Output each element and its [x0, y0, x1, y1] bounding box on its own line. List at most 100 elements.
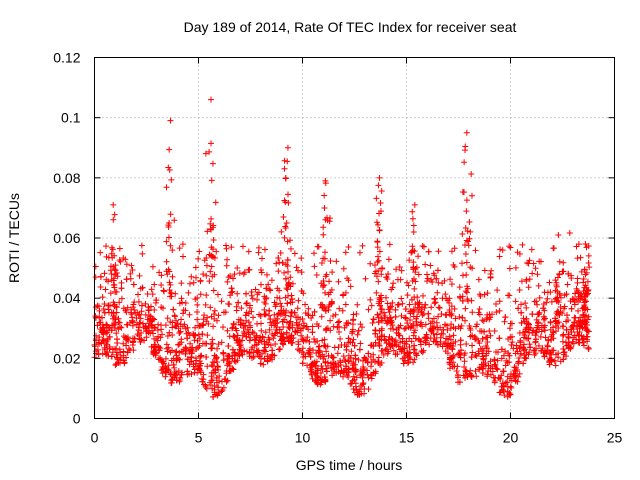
data-point	[285, 279, 292, 286]
data-point	[229, 365, 236, 372]
data-point	[373, 289, 380, 296]
data-point	[368, 375, 375, 382]
data-point	[258, 320, 265, 327]
data-point	[434, 341, 441, 348]
data-point	[450, 324, 457, 331]
data-point	[402, 325, 409, 332]
data-point	[282, 225, 289, 232]
data-point	[164, 315, 171, 322]
data-point	[367, 260, 374, 267]
data-point	[424, 278, 431, 285]
data-point	[230, 366, 237, 373]
data-point	[248, 289, 255, 296]
data-point	[252, 286, 259, 293]
data-point	[559, 323, 566, 330]
data-point	[446, 333, 453, 340]
data-point	[565, 270, 572, 277]
data-point	[400, 360, 407, 367]
data-point	[305, 350, 312, 357]
data-point	[332, 360, 339, 367]
data-point	[388, 303, 395, 310]
data-point	[127, 275, 134, 282]
data-point	[509, 320, 516, 327]
data-point	[377, 199, 384, 206]
data-point	[409, 243, 416, 250]
data-point	[544, 343, 551, 350]
data-point	[329, 269, 336, 276]
data-point	[176, 300, 183, 307]
data-point	[526, 329, 533, 336]
data-point	[424, 335, 431, 342]
data-point	[208, 215, 215, 222]
data-point	[99, 294, 106, 301]
data-point	[450, 342, 457, 349]
data-point	[188, 350, 195, 357]
data-point	[184, 335, 191, 342]
data-point	[535, 282, 542, 289]
data-point	[512, 298, 519, 305]
data-point	[402, 305, 409, 312]
data-point	[271, 352, 278, 359]
data-point	[435, 248, 442, 255]
data-point	[351, 342, 358, 349]
data-point	[134, 331, 141, 338]
data-point	[113, 303, 120, 310]
data-point	[434, 289, 441, 296]
data-point	[139, 284, 146, 291]
data-point	[348, 348, 355, 355]
data-point	[456, 284, 463, 291]
data-point	[373, 195, 380, 202]
data-point	[117, 349, 124, 356]
data-point	[276, 295, 283, 302]
data-point	[516, 354, 523, 361]
data-point	[243, 348, 250, 355]
data-point	[158, 304, 165, 311]
data-point	[444, 350, 451, 357]
data-point	[499, 380, 506, 387]
data-point	[387, 314, 394, 321]
data-point	[272, 330, 279, 337]
data-point	[108, 271, 115, 278]
data-point	[451, 305, 458, 312]
data-point	[529, 270, 536, 277]
data-point	[455, 372, 462, 379]
data-point	[161, 288, 168, 295]
data-point	[552, 277, 559, 284]
data-point	[525, 321, 532, 328]
data-point	[497, 376, 504, 383]
data-point	[496, 298, 503, 305]
data-point	[239, 243, 246, 250]
data-point	[232, 358, 239, 365]
data-point	[194, 301, 201, 308]
data-point	[549, 347, 556, 354]
data-point	[312, 369, 319, 376]
data-point	[108, 309, 115, 316]
y-tick-label: 0.06	[53, 230, 80, 246]
data-point	[235, 338, 242, 345]
data-point	[514, 378, 521, 385]
data-point	[411, 342, 418, 349]
data-point	[579, 324, 586, 331]
data-point	[370, 316, 377, 323]
data-point	[250, 353, 257, 360]
data-point	[208, 361, 215, 368]
data-point	[102, 286, 109, 293]
data-point	[473, 373, 480, 380]
data-point	[114, 340, 121, 347]
data-points	[91, 96, 593, 400]
data-point	[450, 332, 457, 339]
data-point	[376, 342, 383, 349]
data-point	[469, 342, 476, 349]
data-point	[372, 339, 379, 346]
x-tick-label: 20	[503, 430, 519, 446]
data-point	[536, 309, 543, 316]
data-point	[237, 346, 244, 353]
data-point	[321, 374, 328, 381]
data-point	[137, 338, 144, 345]
data-point	[158, 282, 165, 289]
data-point	[318, 363, 325, 370]
data-point	[339, 307, 346, 314]
data-point	[124, 321, 131, 328]
data-point	[448, 303, 455, 310]
data-point	[152, 350, 159, 357]
